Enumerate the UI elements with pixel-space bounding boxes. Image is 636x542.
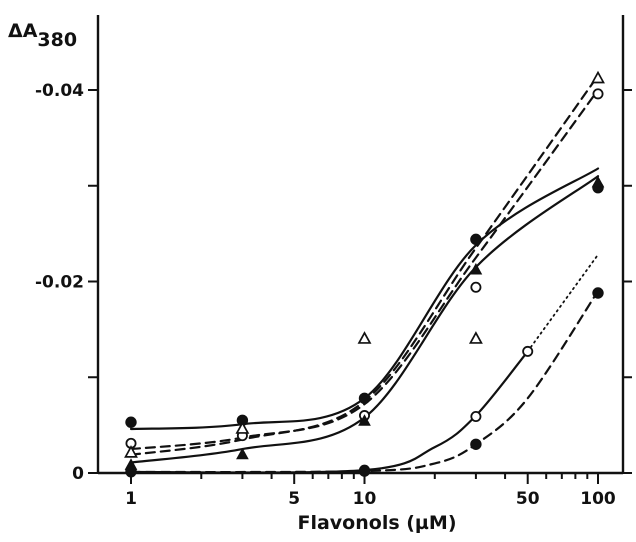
series-2-curve xyxy=(129,88,600,451)
series-1-point xyxy=(358,392,371,405)
series-1-point xyxy=(125,416,137,428)
series-6-curve xyxy=(129,290,600,474)
x-tick-label: 5 xyxy=(288,489,300,509)
series-1-curve xyxy=(129,167,600,431)
series-3-curve xyxy=(129,175,600,464)
y-tick-label: 0 xyxy=(72,464,84,484)
series-2-point xyxy=(592,88,604,100)
series-3-point xyxy=(236,447,249,460)
series-5-point xyxy=(470,411,482,423)
y-axis-label: ΔA380 xyxy=(8,20,77,51)
series-5-curve xyxy=(129,350,529,474)
series-4-point xyxy=(124,445,138,458)
x-tick-label: 1 xyxy=(125,489,137,509)
series-6-point xyxy=(592,287,604,299)
series-4-curve xyxy=(129,74,600,456)
fit-curves xyxy=(129,74,600,474)
axes: 0 -0.02 -0.04 1 5 10 50 100 xyxy=(35,15,632,509)
series-6-point xyxy=(358,465,371,477)
series-4-point xyxy=(468,331,483,344)
series-6-point xyxy=(125,465,137,477)
series-4-point xyxy=(591,70,605,84)
y-tick-label: -0.04 xyxy=(35,81,84,101)
y-axis-label-subscript: 380 xyxy=(37,29,77,51)
series-5-extension xyxy=(526,253,599,353)
series-2-point xyxy=(470,281,482,293)
series-5-point xyxy=(522,345,534,357)
series-4-point xyxy=(357,331,372,344)
series-1-point xyxy=(470,233,482,246)
series-6-point xyxy=(470,438,482,450)
x-tick-label: 50 xyxy=(516,489,540,509)
series-3-point xyxy=(358,414,371,426)
x-tick-label: 10 xyxy=(353,489,377,509)
series-3-point xyxy=(591,175,605,188)
series-3-point xyxy=(469,262,483,275)
y-tick-label: -0.02 xyxy=(35,273,84,293)
series-4-point xyxy=(235,421,250,434)
x-axis-label: Flavonols (µM) xyxy=(297,512,456,534)
data-points xyxy=(124,70,605,478)
x-tick-label: 100 xyxy=(580,489,616,509)
